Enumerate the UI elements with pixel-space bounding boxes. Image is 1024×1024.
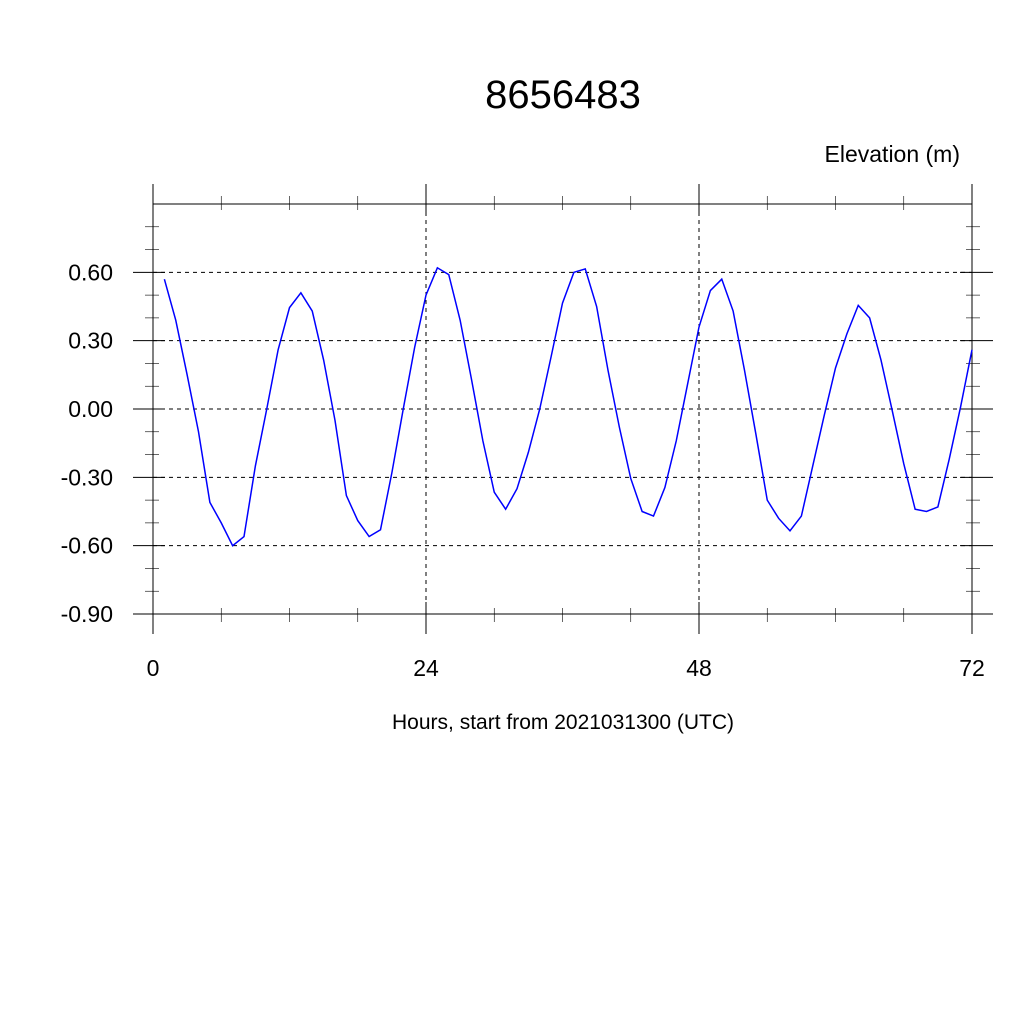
data-point xyxy=(402,408,404,410)
data-point xyxy=(948,458,950,460)
data-point xyxy=(459,319,461,321)
data-point xyxy=(277,349,279,351)
y-tick-label: -0.30 xyxy=(61,464,113,490)
tick-labels: -0.90 -0.60 -0.30 0.00 0.30 0.60 0 24 48 72 xyxy=(61,259,985,681)
grid-lines xyxy=(152,204,973,615)
data-point xyxy=(391,472,393,474)
y-tick-label: -0.90 xyxy=(61,601,113,627)
data-point xyxy=(357,520,359,522)
data-point xyxy=(778,518,780,520)
data-point xyxy=(698,326,700,328)
x-tick-label: 48 xyxy=(686,655,712,681)
data-point xyxy=(755,433,757,435)
x-axis-label: Hours, start from 2021031300 (UTC) xyxy=(392,711,734,734)
data-point xyxy=(266,408,268,410)
data-point xyxy=(516,488,518,490)
data-point xyxy=(607,369,609,371)
chart-title: 8656483 xyxy=(485,73,641,117)
series-group xyxy=(163,266,973,547)
data-point xyxy=(721,278,723,280)
data-point xyxy=(675,440,677,442)
data-point xyxy=(323,359,325,361)
data-point xyxy=(732,310,734,312)
y-tick-label: -0.60 xyxy=(61,533,113,559)
data-point xyxy=(857,305,859,307)
data-point xyxy=(220,522,222,524)
data-point xyxy=(801,515,803,517)
data-point xyxy=(562,302,564,304)
data-point xyxy=(493,491,495,493)
data-point xyxy=(653,515,655,517)
data-point xyxy=(334,420,336,422)
data-point xyxy=(573,272,575,274)
data-point xyxy=(664,487,666,489)
y-tick-label: 0.30 xyxy=(68,328,113,354)
data-point xyxy=(175,319,177,321)
axis-ticks xyxy=(133,184,993,634)
data-point xyxy=(528,451,530,453)
data-point xyxy=(892,410,894,412)
data-point xyxy=(471,379,473,381)
data-point xyxy=(368,536,370,538)
data-point xyxy=(346,495,348,497)
plot-frame xyxy=(152,203,973,615)
data-point xyxy=(766,499,768,501)
data-point xyxy=(630,478,632,480)
data-point xyxy=(869,317,871,319)
data-point xyxy=(960,406,962,408)
data-point xyxy=(164,278,166,280)
data-point xyxy=(823,415,825,417)
data-point xyxy=(448,274,450,276)
data-point xyxy=(550,356,552,358)
y-tick-label: 0.60 xyxy=(68,259,113,285)
y-tick-label: 0.00 xyxy=(68,396,113,422)
data-point xyxy=(243,536,245,538)
data-point xyxy=(641,511,643,513)
data-point xyxy=(880,359,882,361)
data-point xyxy=(482,440,484,442)
data-point xyxy=(710,290,712,292)
data-point xyxy=(186,374,188,376)
data-point xyxy=(619,426,621,428)
data-point xyxy=(687,383,689,385)
data-point xyxy=(903,463,905,465)
data-point xyxy=(414,347,416,349)
data-point xyxy=(926,511,928,513)
data-point xyxy=(209,502,211,504)
data-point xyxy=(584,268,586,270)
data-point xyxy=(835,367,837,369)
data-point xyxy=(812,465,814,467)
data-point xyxy=(539,408,541,410)
data-point xyxy=(971,349,973,351)
data-point xyxy=(232,545,234,547)
data-point xyxy=(596,306,598,308)
data-point xyxy=(744,369,746,371)
data-point xyxy=(255,465,257,467)
data-point xyxy=(198,431,200,433)
elevation-series-line xyxy=(163,266,973,547)
x-tick-label: 24 xyxy=(413,655,439,681)
data-point xyxy=(289,307,291,309)
x-tick-label: 0 xyxy=(147,655,160,681)
data-point xyxy=(505,508,507,510)
data-point xyxy=(914,508,916,510)
data-point xyxy=(846,333,848,335)
data-point xyxy=(425,294,427,296)
data-point xyxy=(380,529,382,531)
data-point xyxy=(937,506,939,508)
data-point xyxy=(789,530,791,532)
data-point xyxy=(437,267,439,269)
x-tick-label: 72 xyxy=(959,655,985,681)
data-point xyxy=(300,292,302,294)
y-axis-label: Elevation (m) xyxy=(825,141,960,167)
data-point xyxy=(311,310,313,312)
